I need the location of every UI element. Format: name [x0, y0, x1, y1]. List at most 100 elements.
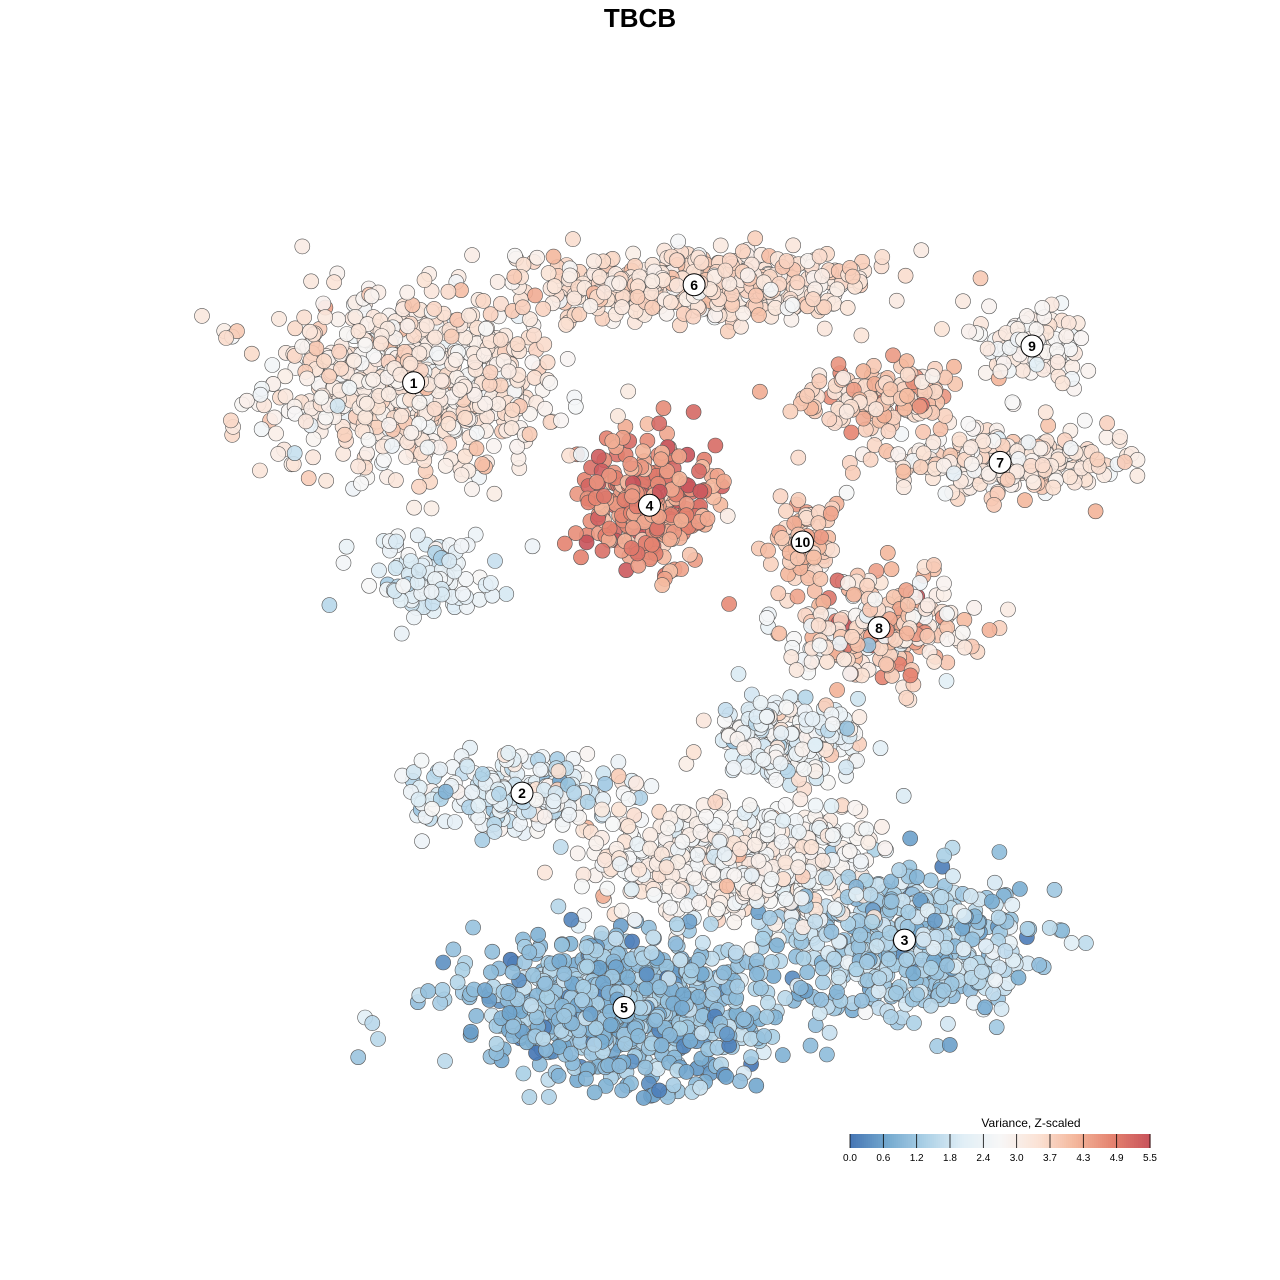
scatter-point [790, 859, 807, 876]
scatter-point [546, 278, 563, 295]
scatter-point [962, 439, 979, 456]
scatter-point [620, 791, 637, 807]
scatter-point [909, 869, 925, 885]
chart-title: TBCB [604, 3, 676, 33]
scatter-point [588, 474, 605, 491]
scatter-point [915, 931, 932, 948]
scatter-point [638, 966, 655, 983]
scatter-point [939, 631, 956, 647]
scatter-point [268, 425, 284, 442]
scatter-point [678, 755, 695, 772]
scatter-point [898, 690, 915, 706]
scatter-point [470, 797, 487, 814]
scatter-point [667, 935, 684, 952]
scatter-point [294, 338, 311, 355]
scatter-point [1077, 412, 1093, 429]
scatter-point [463, 1023, 479, 1040]
scatter-point [610, 768, 627, 784]
scatter-point [762, 556, 779, 572]
scatter-point [836, 651, 852, 668]
scatter-point [819, 1046, 835, 1063]
scatter-point [879, 544, 896, 561]
scatter-point [305, 431, 322, 447]
scatter-point [867, 591, 883, 608]
scatter-point [823, 923, 840, 940]
scatter-point [993, 1001, 1010, 1017]
scatter-point [844, 628, 860, 645]
scatter-point [476, 346, 492, 363]
scatter-point [821, 411, 838, 428]
scatter-point [586, 1036, 603, 1053]
scatter-point [1080, 362, 1097, 379]
scatter-point [277, 368, 294, 385]
scatter-point [287, 320, 303, 337]
scatter-point [321, 597, 338, 613]
scatter-point [675, 804, 692, 821]
scatter-point [838, 759, 855, 776]
scatter-point [826, 900, 843, 917]
scatter-point [717, 262, 734, 279]
legend-tick-label: 0.0 [843, 1153, 857, 1164]
scatter-point [686, 870, 703, 887]
scatter-point [1031, 957, 1047, 973]
scatter-point [567, 525, 584, 542]
scatter-point [818, 870, 834, 886]
scatter-point [790, 492, 807, 508]
scatter-point [542, 375, 558, 391]
scatter-point [853, 992, 870, 1009]
scatter-point [1004, 394, 1021, 411]
scatter-point [223, 412, 239, 429]
scatter-point [410, 563, 427, 579]
scatter-point [387, 560, 404, 576]
scatter-point [751, 307, 767, 323]
scatter-point [685, 404, 702, 420]
scatter-point [395, 578, 412, 594]
scatter-point [1010, 969, 1027, 986]
scatter-point [807, 737, 824, 753]
scatter-point [500, 745, 517, 761]
scatter-point [962, 888, 979, 904]
scatter-point [913, 242, 930, 258]
scatter-point [819, 653, 835, 670]
scatter-point [218, 330, 234, 346]
scatter-point [769, 937, 785, 954]
cluster-label-text: 6 [690, 277, 698, 293]
scatter-point [1040, 417, 1056, 434]
scatter-point [1019, 308, 1035, 324]
legend-tick-label: 1.2 [910, 1153, 924, 1164]
scatter-point [1017, 492, 1033, 509]
scatter-point [846, 586, 862, 603]
scatter-point [335, 445, 352, 462]
scatter-point [335, 555, 352, 571]
scatter-point [1098, 429, 1115, 446]
scatter-point [643, 778, 660, 794]
scatter-point [297, 413, 314, 430]
scatter-point [835, 370, 851, 386]
legend-tick-label: 5.5 [1143, 1153, 1157, 1164]
scatter-point [550, 898, 567, 915]
scatter-point [388, 472, 404, 489]
scatter-point [985, 985, 1002, 1002]
scatter-point [464, 784, 480, 801]
scatter-point [940, 1015, 956, 1032]
scatter-point [977, 999, 993, 1016]
scatter-point [644, 536, 660, 553]
scatter-point [739, 758, 756, 775]
scatter-point [981, 622, 998, 638]
scatter-point [691, 894, 707, 911]
scatter-point [432, 995, 449, 1011]
scatter-point [810, 617, 827, 634]
scatter-point [1099, 415, 1115, 432]
scatter-point [912, 575, 928, 591]
scatter-point [483, 964, 499, 981]
scatter-point [898, 353, 915, 370]
scatter-point [703, 916, 719, 932]
cluster-label-9: 9 [1020, 334, 1044, 358]
cluster-label-text: 5 [620, 1000, 628, 1016]
scatter-point [671, 471, 688, 487]
scatter-point [906, 1015, 922, 1031]
scatter-point [541, 1089, 557, 1105]
scatter-point [777, 797, 794, 813]
scatter-point [651, 979, 668, 996]
scatter-point [721, 596, 737, 612]
